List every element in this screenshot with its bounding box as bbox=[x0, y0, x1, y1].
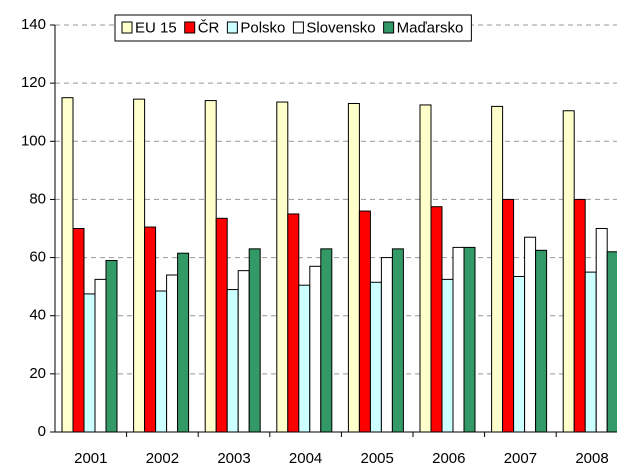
bar bbox=[215, 217, 228, 433]
bar bbox=[287, 213, 300, 433]
bar bbox=[83, 293, 96, 433]
bar bbox=[204, 100, 217, 433]
x-tick-label: 2006 bbox=[432, 450, 465, 466]
axes: 0 20 40 60 80 100 120 140 2001 2002 2003 2004 2005 20… bbox=[21, 16, 617, 466]
bar bbox=[358, 210, 371, 433]
bar bbox=[502, 198, 515, 433]
bar bbox=[248, 248, 261, 433]
bar bbox=[573, 198, 586, 433]
legend-label: Slovensko bbox=[306, 19, 375, 36]
bar bbox=[452, 246, 465, 433]
bar bbox=[61, 97, 74, 433]
bar bbox=[105, 259, 118, 433]
x-tick-label: 2002 bbox=[146, 450, 179, 466]
x-tick-label: 2005 bbox=[361, 450, 394, 466]
bar bbox=[133, 98, 146, 433]
bar bbox=[535, 249, 548, 433]
legend-swatch bbox=[121, 21, 133, 34]
y-tick-label: 60 bbox=[29, 249, 46, 266]
x-tick-label: 2008 bbox=[575, 450, 608, 466]
bar bbox=[155, 290, 168, 433]
legend-label: Maďarsko bbox=[397, 19, 464, 36]
bar bbox=[309, 265, 322, 433]
bar bbox=[524, 236, 537, 433]
bar bbox=[166, 274, 179, 433]
x-tick-label: 2003 bbox=[217, 450, 250, 466]
bar bbox=[94, 278, 107, 433]
bar bbox=[584, 271, 597, 433]
bar bbox=[513, 275, 526, 433]
bar bbox=[380, 257, 393, 433]
legend-label: EU 15 bbox=[135, 19, 177, 36]
bar bbox=[606, 251, 617, 433]
y-tick-label: 140 bbox=[21, 16, 46, 33]
bar bbox=[595, 228, 608, 433]
legend: EU 15 ČR Polsko Slovensko Maďarsko bbox=[114, 14, 472, 42]
y-tick-label: 20 bbox=[29, 365, 46, 382]
y-tick-label: 120 bbox=[21, 74, 46, 91]
bar bbox=[276, 101, 289, 433]
bar bbox=[72, 228, 85, 433]
y-tick-label: 0 bbox=[38, 423, 46, 440]
legend-swatch bbox=[226, 21, 238, 34]
bar bbox=[144, 226, 157, 433]
x-tick-label: 2004 bbox=[289, 450, 322, 466]
bar bbox=[177, 252, 190, 433]
bar bbox=[347, 102, 360, 433]
bars bbox=[61, 97, 617, 433]
bar bbox=[320, 248, 333, 433]
legend-swatch bbox=[184, 21, 196, 34]
y-tick-label: 100 bbox=[21, 132, 46, 149]
legend-label: Polsko bbox=[240, 19, 285, 36]
y-tick-label: 40 bbox=[29, 307, 46, 324]
bar bbox=[391, 248, 404, 433]
bar bbox=[369, 281, 382, 433]
x-tick-label: 2007 bbox=[504, 450, 537, 466]
bar bbox=[562, 110, 575, 433]
x-tick-label: 2001 bbox=[74, 450, 107, 466]
bar bbox=[463, 246, 476, 433]
bar bbox=[491, 105, 504, 433]
bar bbox=[226, 289, 239, 433]
bar bbox=[237, 270, 250, 433]
bar bbox=[441, 278, 454, 433]
legend-swatch bbox=[292, 21, 304, 34]
bar bbox=[298, 284, 311, 433]
legend-label: ČR bbox=[198, 19, 220, 36]
y-tick-label: 80 bbox=[29, 190, 46, 207]
bar bbox=[430, 206, 443, 433]
legend-swatch bbox=[383, 21, 395, 34]
bar bbox=[419, 104, 432, 433]
